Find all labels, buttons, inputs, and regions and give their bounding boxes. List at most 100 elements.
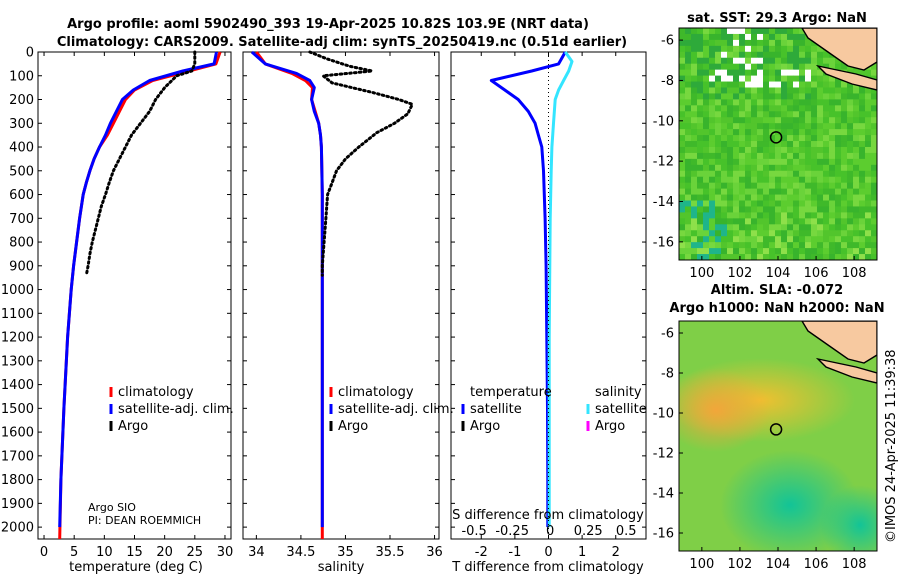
sst-pixel: [793, 254, 800, 260]
sst-pixel: [751, 242, 758, 249]
sst-pixel: [727, 152, 734, 160]
sst-pixel: [745, 170, 752, 178]
sst-pixel: [721, 200, 728, 207]
sst-pixel: [697, 129, 704, 136]
sst-pixel: [739, 248, 746, 255]
sst-pixel: [721, 63, 728, 71]
sst-pixel: [787, 248, 794, 255]
sst-pixel: [871, 99, 877, 106]
sst-pixel: [745, 218, 752, 225]
sst-pixel: [829, 63, 836, 71]
sst-pixel: [715, 117, 722, 124]
sst-pixel: [721, 248, 728, 255]
sst-pixel: [805, 135, 812, 142]
sst-pixel: [751, 236, 758, 243]
sst-pixel: [811, 194, 818, 201]
sst-pixel: [691, 158, 698, 166]
sst-pixel: [679, 111, 686, 118]
sst-pixel: [871, 236, 877, 243]
sst-pixel: [697, 254, 704, 260]
sst-pixel: [781, 129, 788, 136]
sst-pixel: [697, 111, 704, 118]
sst-pixel: [709, 45, 716, 53]
sst-pixel: [871, 123, 877, 130]
sst-pixel: [829, 170, 836, 178]
x-tick-label: 35: [337, 545, 354, 560]
sst-pixel: [865, 93, 872, 100]
sst-pixel: [859, 105, 866, 112]
sst-pixel: [835, 57, 842, 65]
sst-pixel: [871, 188, 877, 195]
sst-pixel: [865, 236, 872, 243]
sst-pixel: [853, 135, 860, 142]
sst-pixel: [823, 206, 830, 213]
sst-pixel: [733, 141, 740, 148]
sst-pixel: [835, 129, 842, 136]
sst-pixel: [709, 57, 716, 65]
sst-pixel: [787, 87, 794, 94]
sst-pixel: [685, 176, 692, 184]
sst-pixel: [841, 164, 848, 172]
salinity-panel: 34 34.5 35 35.5 36 salinity climatology sate…: [242, 50, 454, 575]
sst-pixel: [793, 158, 800, 166]
sst-pixel: [823, 158, 830, 166]
sst-pixel: [739, 230, 746, 237]
sst-pixel: [793, 99, 800, 106]
sst-pixel: [757, 99, 764, 106]
sst-pixel: [841, 158, 848, 166]
sst-pixel: [757, 164, 764, 172]
sst-pixel: [787, 123, 794, 130]
sst-pixel: [811, 224, 818, 231]
sst-pixel: [685, 123, 692, 130]
sst-pixel: [745, 69, 752, 76]
legend-label-climatology: climatology: [118, 385, 194, 400]
sst-pixel: [757, 45, 764, 53]
sst-pixel: [751, 93, 758, 100]
sst-pixel: [787, 75, 794, 82]
sst-pixel: [733, 254, 740, 260]
x-tick-label: 34.5: [286, 545, 315, 560]
sst-pixel: [769, 81, 776, 88]
sst-pixel: [721, 152, 728, 160]
sst-pixel: [823, 170, 830, 178]
sst-pixel: [817, 230, 824, 237]
sst-pixel: [721, 33, 728, 41]
sst-pixel: [703, 93, 710, 100]
sst-pixel: [799, 242, 806, 249]
x-tick-label: 15: [126, 545, 143, 560]
sst-pixel: [733, 152, 740, 160]
sst-pixel: [703, 111, 710, 118]
sst-pixel: [799, 218, 806, 225]
sst-pixel: [751, 146, 758, 154]
sst-pixel: [793, 75, 800, 82]
sst-pixel: [709, 254, 716, 260]
x-tick-label: 20: [156, 545, 173, 560]
sst-pixel: [859, 200, 866, 207]
sst-pixel: [781, 51, 788, 59]
legend-label-t-argo: Argo: [470, 419, 500, 434]
sst-pixel: [763, 164, 770, 172]
sst-pixel: [799, 248, 806, 255]
sst-pixel: [685, 236, 692, 243]
sst-pixel: [715, 111, 722, 118]
sst-pixel: [811, 63, 818, 71]
sst-pixel: [841, 152, 848, 160]
series-line-satellite-adj-clim-: [58, 51, 218, 528]
sst-pixel: [739, 182, 746, 190]
lon-tick-label: 100: [689, 266, 714, 281]
sst-pixel: [679, 141, 686, 148]
sst-pixel: [763, 206, 770, 213]
sst-pixel: [817, 200, 824, 207]
sst-pixel: [871, 93, 877, 100]
sst-pixel: [787, 164, 794, 172]
sst-pixel: [733, 129, 740, 136]
sst-pixel: [829, 152, 836, 160]
sst-pixel: [745, 176, 752, 184]
sst-pixel: [703, 28, 710, 35]
sst-pixel: [835, 218, 842, 225]
sst-pixel: [853, 182, 860, 190]
sst-pixel: [715, 75, 722, 82]
sst-pixel: [823, 194, 830, 201]
sst-pixel: [679, 105, 686, 112]
sst-pixel: [685, 51, 692, 59]
